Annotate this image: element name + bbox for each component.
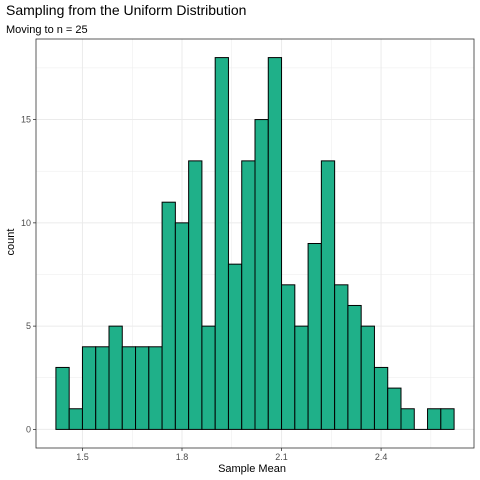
histogram-bar xyxy=(254,119,269,430)
histogram-bar xyxy=(135,346,150,430)
histogram-bar xyxy=(188,160,203,430)
y-tick-label: 15 xyxy=(21,115,31,125)
y-tick-label: 5 xyxy=(26,321,31,331)
histogram-bar xyxy=(400,408,415,430)
histogram-bar xyxy=(227,263,243,430)
bars xyxy=(55,57,455,430)
histogram-bar xyxy=(95,346,110,430)
panel-border xyxy=(35,38,475,449)
histogram-bar xyxy=(334,284,349,430)
histogram-bar xyxy=(427,408,442,430)
x-tick-label: 1.8 xyxy=(176,452,189,462)
histogram-bar xyxy=(440,408,455,430)
histogram-bar xyxy=(241,160,256,430)
histogram-bar xyxy=(108,325,123,430)
y-axis: 0 5 10 15 xyxy=(21,115,36,434)
histogram-bar xyxy=(267,57,283,430)
histogram-bar xyxy=(68,408,83,430)
y-axis-title: count xyxy=(5,229,17,256)
histogram-bar xyxy=(307,243,322,430)
histogram-bar xyxy=(55,366,70,430)
chart-title: Sampling from the Uniform Distribution xyxy=(6,2,246,18)
histogram-bar xyxy=(360,325,375,430)
histogram-bar xyxy=(214,57,229,430)
histogram-bar xyxy=(294,325,309,430)
x-tick-label: 1.5 xyxy=(76,452,89,462)
histogram-bar xyxy=(320,160,336,430)
histogram-bar xyxy=(201,325,216,430)
histogram-bar xyxy=(347,304,362,430)
chart-subtitle: Moving to n = 25 xyxy=(6,24,88,36)
histogram-bar xyxy=(373,366,389,430)
x-tick-label: 2.4 xyxy=(375,452,388,462)
histogram-bar xyxy=(161,201,176,430)
histogram-bar xyxy=(121,346,137,430)
histogram-bar xyxy=(281,284,296,430)
x-axis-title: Sample Mean xyxy=(218,463,286,475)
histogram-bar xyxy=(81,346,97,430)
y-tick-label: 10 xyxy=(21,218,31,228)
histogram-bar xyxy=(387,387,402,430)
x-tick-label: 2.1 xyxy=(275,452,288,462)
y-tick-label: 0 xyxy=(26,424,31,434)
x-axis: 1.5 1.8 2.1 2.4 xyxy=(76,448,387,462)
histogram-bar xyxy=(148,346,163,430)
histogram-bar xyxy=(174,222,190,430)
